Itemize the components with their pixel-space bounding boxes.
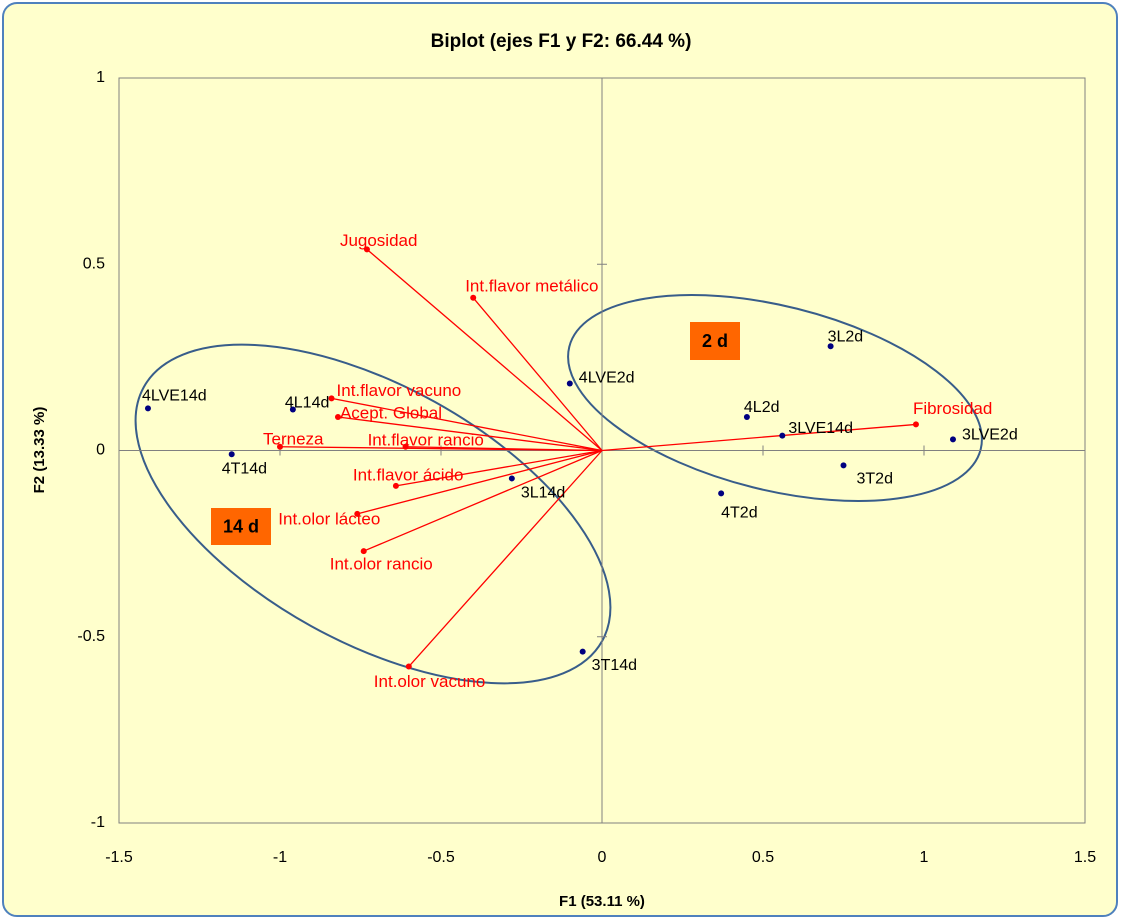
vector-label: Int.flavor rancio (368, 430, 484, 449)
vector-line (601, 423, 917, 452)
vector-label: Int.flavor metálico (465, 276, 598, 295)
observation-point (779, 432, 786, 439)
point-label: 3LVE2d (962, 427, 1018, 444)
observation-point (840, 462, 847, 469)
vector-line (366, 248, 603, 451)
observation-point (228, 451, 235, 458)
point-label: 4LVE2d (579, 370, 635, 387)
annotation: 14 d (223, 516, 259, 536)
vector-label: Fibrosidad (913, 399, 992, 418)
observation-point (289, 406, 296, 413)
y-axis-label: F2 (13.33 %) (31, 407, 48, 494)
vector-end (328, 395, 335, 402)
vector-end (334, 413, 341, 420)
observation-point (508, 475, 515, 482)
vector-label: Int.olor lácteo (278, 509, 380, 528)
observation-point (949, 436, 956, 443)
point-label: 3L2d (828, 328, 864, 345)
x-tick-label: -1 (273, 849, 287, 866)
vector-line (331, 397, 603, 452)
vector-label: Int.flavor vacuno (337, 381, 462, 400)
x-tick-label: -0.5 (427, 849, 455, 866)
annotation-box (211, 508, 271, 545)
point-label: 4T2d (721, 505, 757, 522)
point-label: 4T14d (222, 460, 267, 477)
vector-end (360, 548, 367, 555)
vector-end (354, 510, 361, 517)
observation-point (566, 380, 573, 387)
vector-end (470, 294, 477, 301)
annotation-box (690, 322, 740, 360)
vector-line (363, 449, 603, 552)
point-label: 3L14d (521, 485, 566, 502)
observation-point (579, 648, 586, 655)
vector-end (277, 443, 283, 450)
vector-label: Int.olor vacuno (374, 672, 486, 691)
vector-label: Int.olor rancio (330, 555, 433, 574)
vector-end (405, 663, 412, 670)
group-ellipse (567, 294, 983, 502)
vector-end (392, 482, 399, 489)
vector-line (337, 416, 603, 452)
point-label: 3T2d (857, 471, 893, 488)
point-label: 3T14d (592, 657, 637, 674)
point-label: 3LVE14d (788, 420, 853, 437)
observation-point (144, 405, 151, 412)
y-tick-label: -1 (91, 814, 105, 831)
vector-line (357, 449, 603, 515)
vector-label: Terneza (263, 429, 324, 448)
y-tick-label: 0 (96, 442, 105, 459)
x-tick-label: -1.5 (105, 849, 133, 866)
x-tick-label: 0 (598, 849, 607, 866)
y-tick-label: 0.5 (83, 255, 105, 272)
vector-line (472, 297, 603, 451)
vector-label: Jugosidad (340, 231, 418, 250)
vector-end (912, 421, 919, 428)
vector-line (395, 449, 603, 487)
y-tick-label: -0.5 (77, 628, 105, 645)
annotation: 2 d (702, 331, 728, 351)
vector-end (363, 246, 370, 253)
observation-point (743, 413, 750, 420)
chart-title: Biplot (ejes F1 y F2: 66.44 %) (431, 31, 692, 52)
observation-point (718, 490, 725, 497)
observation-point (827, 343, 834, 350)
vector-label: Int.flavor ácido (353, 465, 464, 484)
point-label: 4L14d (285, 395, 330, 412)
x-axis-label: F1 (53.11 %) (559, 893, 645, 910)
vector-line (408, 450, 603, 667)
point-label: 4L2d (744, 399, 780, 416)
y-tick-label: 1 (96, 69, 105, 86)
vector-line (279, 446, 603, 452)
x-tick-label: 0.5 (752, 849, 774, 866)
x-tick-label: 1.5 (1074, 849, 1096, 866)
x-tick-label: 1 (920, 849, 929, 866)
point-label: 4LVE14d (142, 388, 207, 405)
vector-label: Acept. Global (340, 403, 442, 422)
